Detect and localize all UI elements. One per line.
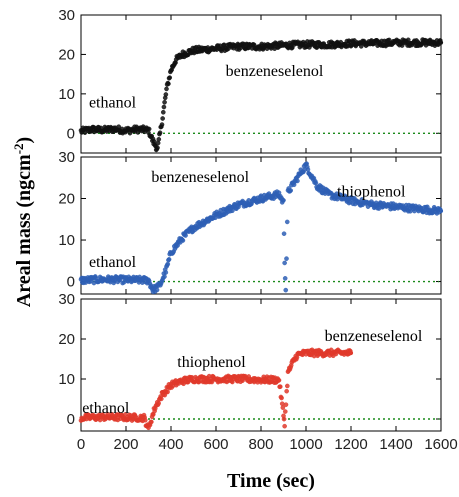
data-point — [276, 377, 282, 383]
x-tick-label: 1000 — [289, 436, 322, 453]
data-point — [180, 238, 186, 243]
data-point — [277, 384, 283, 389]
y-axis-title-main: Areal mass (ngcm — [13, 154, 35, 307]
data-point — [284, 388, 289, 394]
x-tick-label: 1400 — [379, 436, 412, 453]
data-point — [154, 287, 160, 293]
data-point — [146, 126, 152, 132]
data-point — [149, 419, 154, 425]
data-point — [284, 256, 289, 261]
data-point — [183, 233, 188, 238]
data-point — [283, 287, 289, 293]
data-point — [282, 423, 287, 429]
panel-2: 0 10 20 30 ethanol benzeneselenol thiophenol — [58, 149, 444, 295]
series-annotation: ethanol — [89, 95, 137, 112]
data-point — [156, 137, 162, 142]
data-point — [156, 400, 161, 406]
data-point — [167, 75, 173, 80]
data-point — [438, 40, 444, 45]
x-tick-labels: 0 200 400 600 800 1000 1200 1400 1600 — [77, 436, 458, 453]
series-annotation: ethanol — [89, 254, 137, 271]
y-tick-label: 20 — [58, 191, 75, 208]
data-point — [279, 401, 285, 407]
data-point — [160, 116, 165, 121]
data-point — [165, 389, 170, 395]
data-point — [288, 188, 294, 193]
series-annotation: benzeneselenol — [226, 63, 324, 80]
series-annotation: thiophenol — [177, 354, 246, 371]
data-point — [285, 383, 290, 389]
data-point — [162, 274, 167, 279]
data-point — [155, 140, 161, 146]
data-point — [282, 276, 288, 281]
data-point — [163, 270, 169, 275]
y-tick-label: 20 — [58, 331, 75, 348]
data-point — [281, 416, 287, 422]
y-tick-label: 30 — [58, 149, 75, 166]
data-point — [284, 219, 290, 225]
y-tick-label: 30 — [58, 7, 75, 24]
y-tick-label: 0 — [67, 125, 75, 142]
data-point — [159, 122, 165, 127]
series-annotation: thiophenol — [337, 183, 406, 200]
data-point — [281, 231, 287, 236]
y-axis-title-close: ) — [13, 137, 35, 144]
y-axis-title: Areal mass (ngcm-2) — [11, 137, 35, 307]
data-point — [279, 395, 284, 401]
data-point — [157, 130, 163, 136]
series-annotation: benzeneselenol — [151, 169, 249, 186]
data-point — [438, 208, 444, 214]
series-1 — [78, 347, 354, 431]
data-point — [165, 261, 171, 267]
data-point — [348, 350, 354, 356]
y-tick-label: 20 — [58, 46, 75, 63]
data-point — [281, 197, 286, 203]
data-point — [283, 402, 289, 407]
panel-1: 0 10 20 30 ethanol benzeneselenol — [58, 7, 444, 154]
y-tick-label: 30 — [58, 291, 75, 308]
data-point — [142, 417, 148, 423]
data-point — [405, 37, 411, 43]
y-tick-label: 10 — [58, 86, 75, 103]
data-point — [164, 86, 169, 92]
series-1 — [78, 37, 444, 153]
data-point — [155, 145, 160, 151]
data-point — [162, 99, 167, 105]
panels-layer: 0 10 20 30 ethanol benzeneselenol 0 10 20 30 ethan… — [58, 7, 444, 432]
data-point — [282, 260, 287, 266]
data-point — [295, 178, 300, 184]
data-point — [161, 104, 167, 110]
series-annotation: ethanol — [82, 400, 130, 417]
x-tick-label: 200 — [113, 436, 138, 453]
data-point — [166, 257, 172, 262]
y-tick-label: 0 — [67, 274, 75, 291]
data-point — [166, 81, 171, 87]
x-tick-label: 600 — [203, 436, 228, 453]
x-tick-label: 800 — [248, 436, 273, 453]
panel-frame — [80, 156, 442, 295]
data-point — [305, 167, 311, 172]
data-point — [209, 379, 215, 385]
data-point — [280, 405, 286, 410]
series-annotation: benzeneselenol — [325, 328, 423, 345]
data-point — [159, 396, 164, 402]
series-1 — [78, 161, 444, 295]
panel-frame — [80, 298, 442, 432]
y-axis-title-exponent: -2 — [11, 143, 26, 154]
data-point — [163, 92, 169, 97]
data-point — [313, 180, 319, 186]
data-point — [230, 379, 235, 385]
y-tick-label: 10 — [58, 232, 75, 249]
data-point — [160, 109, 166, 115]
x-tick-label: 1200 — [334, 436, 367, 453]
x-tick-label: 0 — [77, 436, 85, 453]
x-axis-title: Time (sec) — [227, 470, 315, 492]
x-tick-label: 1600 — [424, 436, 457, 453]
x-tick-label: 400 — [158, 436, 183, 453]
y-tick-label: 10 — [58, 371, 75, 388]
data-point — [282, 409, 288, 414]
panel-3: 0 10 20 30 ethanol thiophenol benzeneselenol — [58, 291, 442, 432]
y-tick-label: 0 — [67, 411, 75, 428]
